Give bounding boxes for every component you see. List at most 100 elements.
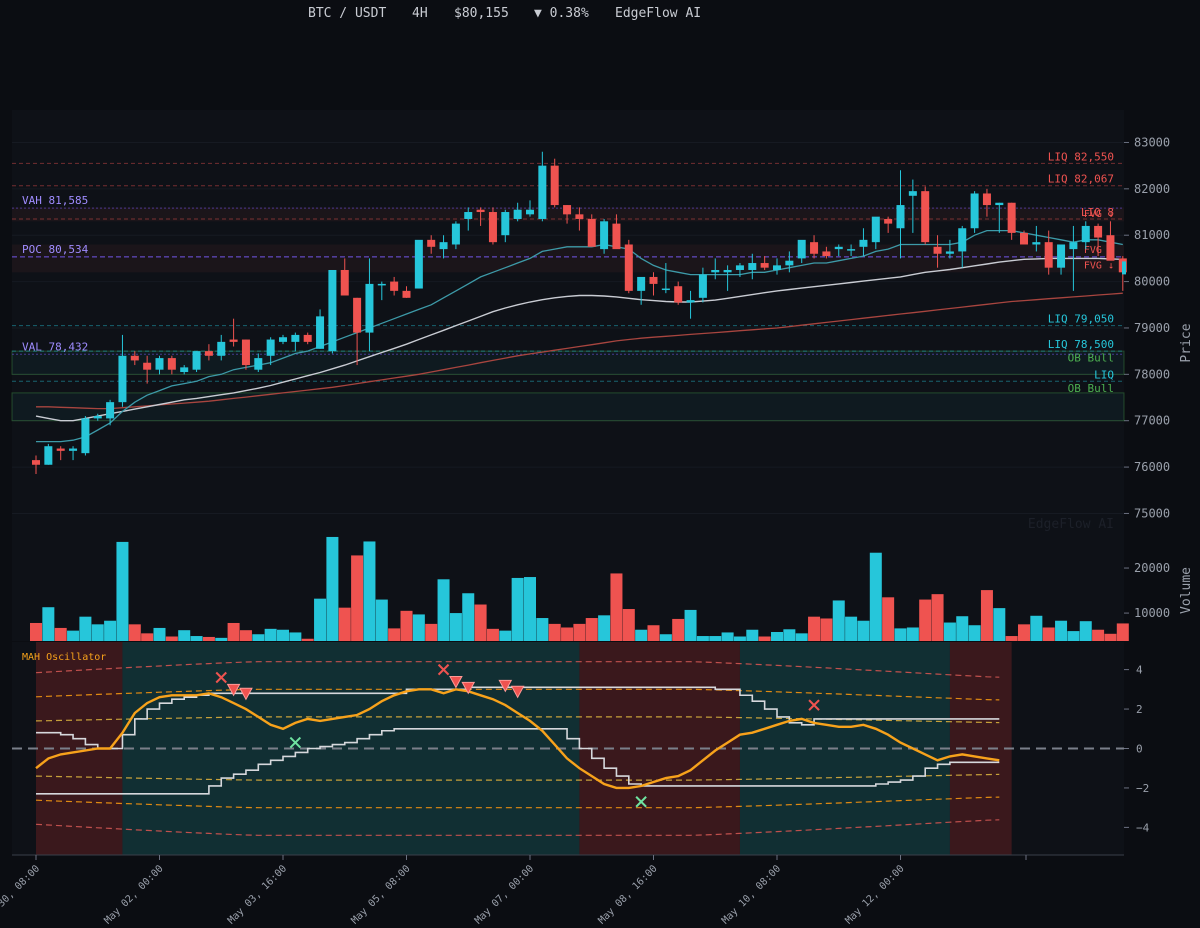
candle-body: [1007, 202, 1016, 233]
volume-bar: [1018, 624, 1030, 641]
volume-bar: [1092, 629, 1105, 641]
liquidity-level-label: LIQ: [1094, 368, 1114, 381]
candle-body: [933, 246, 942, 254]
candle-body: [204, 351, 213, 356]
volume-bar: [1104, 633, 1117, 641]
x-tick-label: May 12, 00:00: [843, 863, 906, 926]
volume-bar: [869, 552, 882, 641]
volume-bar: [820, 618, 833, 641]
candle-body: [587, 218, 596, 247]
candle-body: [735, 265, 744, 270]
candle-body: [93, 416, 102, 419]
volume-bar: [758, 636, 771, 641]
oscillator-tick-label: −4: [1136, 821, 1150, 834]
candle-body: [1057, 244, 1066, 268]
volume-bar: [524, 577, 536, 641]
volume-bar: [610, 573, 623, 641]
candle-body: [316, 316, 325, 349]
candle-body: [254, 358, 263, 370]
fvg-label: FVG ↓: [1084, 245, 1114, 256]
volume-bar: [153, 627, 166, 641]
volume-bar: [561, 627, 574, 641]
volume-bar: [1116, 623, 1129, 641]
volume-bar: [1042, 627, 1055, 641]
band-outer-lower: [35, 819, 1000, 836]
volume-bar: [906, 627, 919, 641]
volume-bar: [326, 536, 339, 641]
ema-mid-line: [35, 257, 1123, 422]
candle-body: [192, 351, 201, 370]
candle-body: [884, 218, 893, 224]
candle-body: [1044, 242, 1053, 268]
candle-body: [921, 191, 930, 243]
volume-bar: [277, 629, 289, 641]
ema-slow-line: [36, 292, 1123, 410]
candle-body: [69, 448, 78, 451]
candle-body: [945, 251, 954, 254]
chart-header: BTC / USDT 4H $80,155 ▼ 0.38% EdgeFlow A…: [0, 6, 1200, 26]
candle-body: [1069, 242, 1078, 250]
x-tick-label: May 10, 08:00: [720, 863, 783, 926]
volume-bar: [239, 630, 252, 641]
candle-body: [896, 205, 905, 229]
volume-bar: [721, 632, 734, 641]
oscillator-line: [35, 688, 1000, 790]
candle-body: [526, 209, 534, 215]
candle-body: [439, 242, 448, 250]
change-label: ▼ 0.38%: [534, 6, 589, 21]
candle-body: [1032, 242, 1041, 245]
fvg-label: FVG ↓: [1084, 260, 1114, 271]
candle-body: [291, 334, 300, 342]
volume-bar: [993, 608, 1006, 641]
candle-body: [773, 265, 781, 270]
candle-body: [871, 216, 880, 243]
candle-body: [464, 212, 473, 219]
volume-tick-label: 20000: [1134, 561, 1170, 575]
liquidity-level-label: LIQ 8: [1081, 206, 1114, 219]
candle-body: [365, 283, 374, 333]
volume-bar: [363, 541, 376, 641]
candle-body: [44, 446, 53, 465]
volume-bar: [943, 622, 956, 641]
volume-bar: [771, 631, 783, 641]
value-area-label-vah: VAH 81,585: [22, 194, 88, 207]
volume-bar: [227, 622, 240, 641]
band-inner-lower: [35, 773, 1000, 781]
candle-body: [106, 402, 115, 419]
candle-body: [167, 358, 176, 370]
candle-body: [847, 249, 856, 251]
order-block-zone: [11, 392, 1125, 422]
buy-cross-marker: [289, 736, 302, 749]
candle-body: [1081, 225, 1090, 243]
volume-bar: [79, 616, 92, 641]
sell-cross-marker: [437, 663, 450, 676]
liquidity-level-label: LIQ 82,067: [1048, 173, 1114, 186]
candle-body: [229, 339, 238, 342]
candle-body: [402, 290, 411, 298]
volume-bar: [116, 541, 129, 641]
volume-bar: [289, 632, 302, 641]
volume-bar: [635, 629, 648, 641]
volume-bar: [141, 633, 154, 641]
price-axis-label: Price: [1179, 323, 1194, 362]
volume-axis-label: Volume: [1179, 567, 1194, 614]
candle-body: [180, 367, 189, 373]
volume-bar: [412, 614, 425, 641]
candle-body: [377, 283, 386, 286]
candle-body: [958, 228, 967, 252]
candle-body: [649, 276, 658, 284]
volume-bar: [499, 630, 512, 641]
volume-bar: [54, 627, 67, 641]
volume-bar: [647, 625, 660, 641]
volume-bar: [573, 623, 586, 641]
sell-cross-marker: [808, 699, 820, 711]
pair-label: BTC / USDT: [308, 6, 387, 21]
candle-body: [1020, 232, 1028, 245]
candle-body: [723, 269, 732, 273]
sell-triangle-marker: [449, 675, 463, 689]
volume-bar: [845, 616, 858, 641]
candle-body: [56, 448, 65, 451]
volume-bar: [1030, 615, 1043, 641]
